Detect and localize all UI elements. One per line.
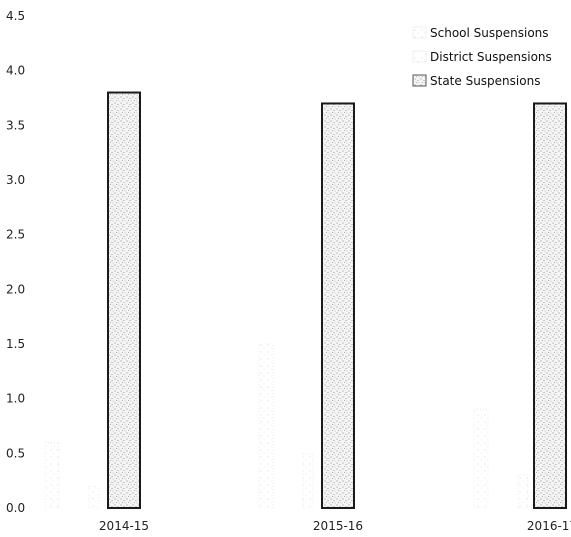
legend-label: School Suspensions [430,26,549,40]
x-axis: 2014-15 2015-16 2016-17 [99,519,571,533]
legend-swatch [412,26,427,39]
bar-district-suspensions [88,485,100,509]
y-tick-label: 3.5 [6,118,25,132]
bar-school-suspensions [258,343,274,509]
y-tick-label: 2.5 [6,228,25,242]
bar-district-suspensions [517,474,529,509]
y-tick-label: 0.5 [6,446,25,460]
legend-label: State Suspensions [430,74,540,88]
bar-school-suspensions [44,442,60,509]
x-tick-label: 2015-16 [313,519,363,533]
bar-state-suspensions [107,91,141,510]
x-tick-label: 2014-15 [99,519,149,533]
y-tick-label: 2.0 [6,282,25,296]
bars [44,91,567,510]
bar-school-suspensions [473,409,489,509]
y-tick-label: 3.0 [6,173,25,187]
y-tick-label: 1.5 [6,337,25,351]
bar-district-suspensions [302,453,314,509]
legend-label: District Suspensions [430,50,552,64]
bar-state-suspensions [321,102,355,509]
y-tick-label: 4.5 [6,9,25,23]
y-axis: 0.0 0.5 1.0 1.5 2.0 2.5 3.0 3.5 4.0 4.5 [6,9,25,515]
bar-state-suspensions [533,102,567,509]
legend: School Suspensions District Suspensions St… [412,26,552,88]
y-tick-label: 1.0 [6,392,25,406]
y-tick-label: 0.0 [6,501,25,515]
y-tick-label: 4.0 [6,64,25,78]
x-tick-label: 2016-17 [527,519,571,533]
legend-swatch [412,50,427,63]
legend-swatch [412,74,427,87]
